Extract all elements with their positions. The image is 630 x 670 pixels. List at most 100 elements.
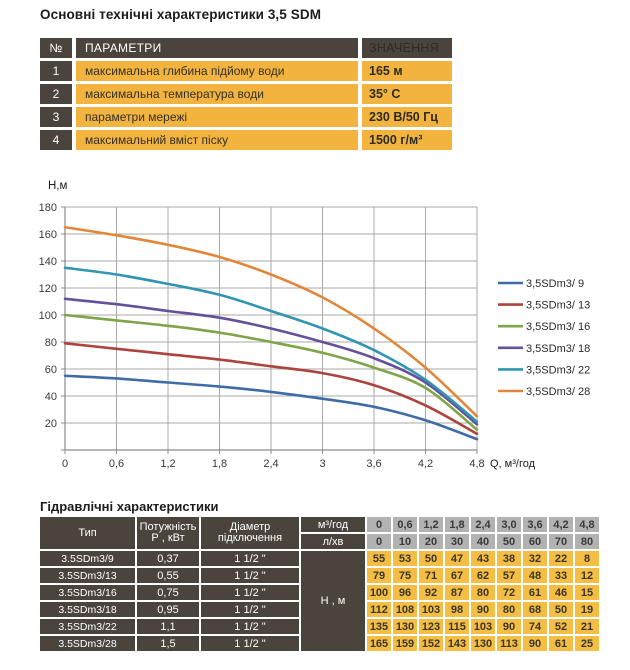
hydro-header-diameter-line2: підключення [217,532,283,544]
hydro-row-power: 0,95 [137,602,199,617]
hydro-header-power-line1: Потужність [139,520,197,533]
hydro-row-type: 3.5SDm3/18 [40,602,135,617]
chart-x-axis-label: Q, м³/год [490,458,536,470]
x-tick-label: 4,8 [469,458,484,470]
spec-row-value: 1500 г/м³ [362,130,452,150]
hydro-row-power: 0,37 [137,551,199,566]
y-tick-label: 20 [45,418,57,430]
hydro-head-value-cell: 87 [445,585,469,600]
hydro-head-value-cell: 55 [367,551,391,566]
legend-label-1: 3,5SDm3/ 13 [526,300,590,312]
hydro-row-power: 1,5 [137,636,199,651]
hydro-head-value-cell: 135 [367,619,391,634]
hydro-head-value-cell: 80 [471,585,495,600]
hydro-row-type: 3.5SDm3/9 [40,551,135,566]
hydro-head-value-cell: 19 [575,602,599,617]
hydro-head-value-cell: 71 [419,568,443,583]
hydro-head-value-cell: 108 [393,602,417,617]
hydro-head-value-cell: 113 [497,636,521,651]
hydro-flow-m3h-cell: 4,2 [549,517,573,532]
y-tick-label: 80 [45,337,57,349]
spec-row-number: 1 [40,61,72,81]
y-tick-label: 40 [45,391,57,403]
hydro-head-value-cell: 112 [367,602,391,617]
hydro-head-value-cell: 67 [445,568,469,583]
hydro-head-value-cell: 96 [393,585,417,600]
hydro-head-value-cell: 90 [523,636,547,651]
hydro-row-power: 0,75 [137,585,199,600]
hydro-flow-lmin-cell: 30 [445,534,469,549]
hydro-head-value-cell: 48 [523,568,547,583]
hydro-head-value-cell: 165 [367,636,391,651]
hydro-head-value-cell: 103 [419,602,443,617]
hydro-row-diameter: 1 1/2 " [201,568,299,583]
hydro-head-value-cell: 43 [471,551,495,566]
hydro-head-value-cell: 21 [575,619,599,634]
x-tick-label: 3 [319,458,325,470]
series-curve-1 [63,342,479,436]
specs-header-number: № [40,38,72,58]
hydro-head-value-cell: 90 [497,619,521,634]
hydro-head-value-cell: 62 [471,568,495,583]
hydro-head-value-cell: 61 [549,636,573,651]
hydro-flow-m3h-cell: 0 [367,517,391,532]
hydro-flow-m3h-cell: 4,8 [575,517,599,532]
hydro-head-value-cell: 46 [549,585,573,600]
hydro-head-value-cell: 52 [549,619,573,634]
hydro-head-value-cell: 22 [549,551,573,566]
spec-row-value: 35° C [362,84,452,104]
legend-label-5: 3,5SDm3/ 28 [526,386,590,398]
hydro-header-type: Тип [40,517,135,549]
series-curve-4 [63,266,479,423]
hydro-head-value-cell: 57 [497,568,521,583]
y-tick-label: 60 [45,364,57,376]
hydro-flow-m3h-cell: 0,6 [393,517,417,532]
hydro-flow-lmin-cell: 10 [393,534,417,549]
hydro-row-type: 3.5SDm3/13 [40,568,135,583]
hydro-row-diameter: 1 1/2 " [201,551,299,566]
hydro-head-value-cell: 115 [445,619,469,634]
hydro-head-value-cell: 50 [549,602,573,617]
spec-row-parameter: максимальна глибина підйому води [76,61,358,81]
hydro-head-value-cell: 103 [471,619,495,634]
hydro-flow-m3h-cell: 2,4 [471,517,495,532]
hydro-head-value-cell: 79 [367,568,391,583]
x-tick-label: 4,2 [418,458,433,470]
legend-label-2: 3,5SDm3/ 16 [526,321,590,333]
series-curve-2 [63,313,479,432]
spec-row-value: 165 м [362,61,452,81]
hydro-row-diameter: 1 1/2 " [201,619,299,634]
spec-row-parameter: максимальна температура води [76,84,358,104]
spec-row-parameter: параметри мережі [76,107,358,127]
hydro-head-value-cell: 38 [497,551,521,566]
hydro-head-value-cell: 15 [575,585,599,600]
spec-row-value: 230 В/50 Гц [362,107,452,127]
hydro-flow-m3h-cell: 1,8 [445,517,469,532]
hydro-head-value-cell: 75 [393,568,417,583]
hydro-head-value-cell: 72 [497,585,521,600]
y-tick-label: 120 [39,283,57,295]
x-tick-label: 3,6 [366,458,381,470]
hydro-head-value-cell: 68 [523,602,547,617]
hydro-head-value-cell: 61 [523,585,547,600]
page-title: Основні технічні характеристики 3,5 SDM [40,7,322,22]
hydro-flow-m3h-cell: 3,6 [523,517,547,532]
hydro-row-diameter: 1 1/2 " [201,636,299,651]
hydro-row-type: 3.5SDm3/22 [40,619,135,634]
hydro-row-type: 3.5SDm3/28 [40,636,135,651]
spec-row-number: 3 [40,107,72,127]
legend-label-0: 3,5SDm3/ 9 [526,278,584,290]
hydro-head-value-cell: 74 [523,619,547,634]
hydro-head-value-cell: 123 [419,619,443,634]
hydro-header-flow-m3h: м³/год [301,517,365,532]
y-tick-label: 180 [39,202,57,214]
hydro-row-power: 1,1 [137,619,199,634]
hydro-header-head-m: Н , м [301,551,365,651]
hydraulics-title: Гідравлічні характеристики [40,499,219,514]
x-tick-label: 2,4 [263,458,278,470]
hydro-head-value-cell: 90 [471,602,495,617]
hydro-flow-lmin-cell: 20 [419,534,443,549]
pump-performance-chart: 20 40 60 80 100 120 140 160 180 0 0,6 1,2 1,8 2,4 3 3,6… [30,175,625,480]
hydraulics-table: Тип Потужність Р , кВт Діаметр підключен… [40,517,599,651]
